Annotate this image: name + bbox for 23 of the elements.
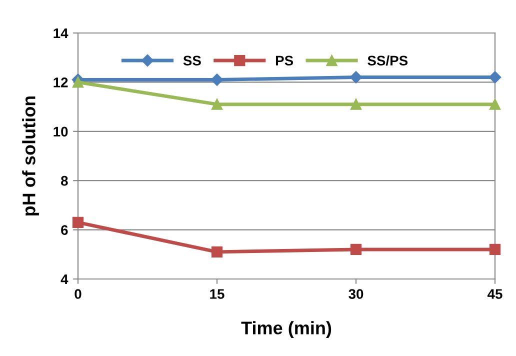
point xyxy=(489,98,501,110)
legend-label: SS xyxy=(183,56,201,66)
y-tick-label: 8 xyxy=(60,176,68,186)
point xyxy=(72,216,84,228)
point xyxy=(489,244,501,256)
y-tick-label: 12 xyxy=(54,78,68,88)
x-tick-label: 0 xyxy=(74,289,82,299)
point xyxy=(211,98,223,110)
x-tick-label: 30 xyxy=(348,289,364,299)
point xyxy=(72,76,84,88)
y-axis-title: pH of solution xyxy=(22,96,39,216)
y-tick-label: 10 xyxy=(54,126,68,137)
point xyxy=(211,246,223,258)
point xyxy=(350,98,362,110)
point xyxy=(350,244,362,256)
y-tick-label: 4 xyxy=(60,274,68,284)
legend-label: SS/PS xyxy=(368,55,408,66)
x-tick-label: 45 xyxy=(487,289,502,299)
x-tick-label: 15 xyxy=(210,289,224,299)
y-tick-label: 14 xyxy=(54,28,68,38)
y-tick-label: 6 xyxy=(61,225,68,235)
legend-label: PS xyxy=(276,56,294,66)
x-axis-title: Time (min) xyxy=(241,321,332,338)
